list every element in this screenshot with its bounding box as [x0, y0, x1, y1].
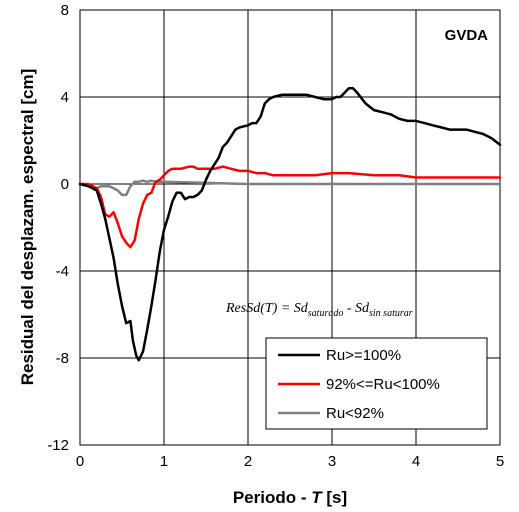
station-label: GVDA: [445, 27, 489, 44]
x-axis-title-suffix: [s]: [322, 488, 348, 507]
x-tick-label: 1: [160, 453, 168, 470]
y-tick-label: -12: [47, 437, 69, 454]
y-tick-label: -8: [56, 350, 69, 367]
tick-labels: 0 1 2 3 4 5 -12 -8 -4 0 4 8: [47, 2, 504, 470]
formula-sub-sin-saturar: sin saturar: [369, 308, 413, 319]
legend-label: Ru>=100%: [326, 347, 401, 364]
x-axis-title-variable: T: [311, 488, 323, 507]
y-tick-label: -4: [56, 263, 69, 280]
series-line: [78, 165, 502, 249]
series-line: [78, 87, 502, 362]
legend: Ru>=100% 92%<=Ru<100% Ru<92%: [265, 337, 488, 430]
plot-frame: [79, 9, 501, 446]
y-tick-label: 0: [61, 176, 69, 193]
x-tick-label: 0: [76, 453, 84, 470]
formula-mid: - Sd: [343, 301, 370, 316]
x-tick-label: 5: [496, 453, 504, 470]
formula-lhs: ResSd(T) = Sd: [225, 301, 309, 316]
formula-annotation: ResSd(T) = Sdsaturado - Sdsin saturar: [225, 301, 413, 319]
series-line: [78, 179, 502, 197]
x-tick-label: 4: [412, 453, 420, 470]
y-tick-label: 8: [61, 2, 69, 19]
x-axis-title: Periodo - T [s]: [233, 488, 347, 507]
x-axis-title-prefix: Periodo -: [233, 488, 311, 507]
legend-label: Ru<92%: [326, 405, 384, 422]
x-tick-label: 2: [244, 453, 252, 470]
formula-sub-saturado: saturado: [308, 308, 344, 319]
y-tick-label: 4: [61, 89, 69, 106]
x-tick-label: 3: [328, 453, 336, 470]
series-layer: [78, 87, 502, 362]
legend-label: 92%<=Ru<100%: [326, 376, 440, 393]
y-axis-title: Residual del desplazam. espectral [cm]: [18, 69, 37, 386]
